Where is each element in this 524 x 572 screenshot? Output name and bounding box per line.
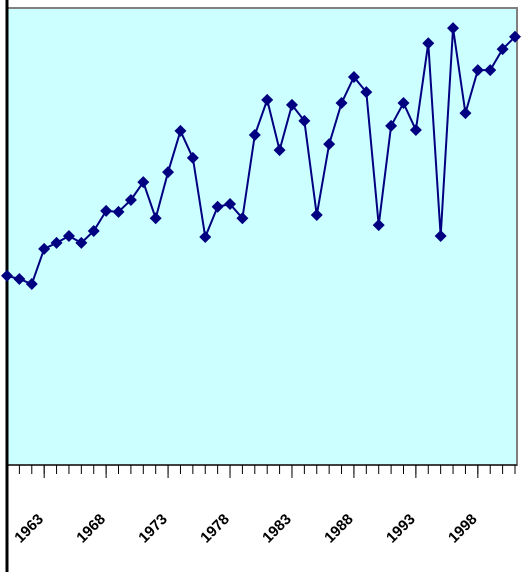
marker <box>224 198 237 211</box>
marker <box>25 278 38 291</box>
marker <box>459 107 472 120</box>
marker <box>186 151 199 164</box>
marker <box>310 209 323 222</box>
x-tick-label: 1978 <box>197 511 233 547</box>
marker <box>360 86 373 99</box>
marker <box>137 176 150 189</box>
marker <box>335 97 348 110</box>
marker <box>447 22 460 35</box>
marker <box>248 129 261 142</box>
marker <box>236 212 249 225</box>
marker <box>38 242 51 255</box>
marker <box>1 269 13 282</box>
marker <box>372 219 385 232</box>
x-tick-label: 1983 <box>259 511 295 547</box>
marker <box>509 30 521 43</box>
marker <box>273 144 286 157</box>
marker <box>62 230 75 243</box>
marker <box>13 273 26 286</box>
marker <box>162 166 175 179</box>
x-tick-label: 1998 <box>445 511 481 547</box>
marker <box>199 230 212 243</box>
marker <box>149 212 162 225</box>
x-tick-label: 1988 <box>321 511 357 547</box>
x-tick-label: 1963 <box>11 511 47 547</box>
marker <box>484 64 497 77</box>
marker <box>87 225 100 238</box>
marker <box>397 97 410 110</box>
marker <box>100 204 113 217</box>
marker <box>422 37 435 50</box>
marker <box>261 93 274 106</box>
marker <box>347 71 360 84</box>
marker <box>124 193 137 206</box>
marker <box>323 138 336 151</box>
plot-area <box>6 7 518 466</box>
x-tick-label: 1968 <box>73 511 109 547</box>
marker <box>285 98 298 111</box>
marker <box>174 124 187 137</box>
marker <box>75 236 88 249</box>
marker <box>298 114 311 127</box>
marker <box>496 43 509 56</box>
x-tick-label: 1973 <box>135 511 171 547</box>
marker <box>471 64 484 77</box>
marker <box>211 200 224 213</box>
marker <box>112 205 125 218</box>
marker <box>409 124 422 137</box>
marker <box>434 230 447 243</box>
marker <box>50 236 63 249</box>
marker <box>385 119 398 132</box>
x-tick-label: 1993 <box>383 511 419 547</box>
